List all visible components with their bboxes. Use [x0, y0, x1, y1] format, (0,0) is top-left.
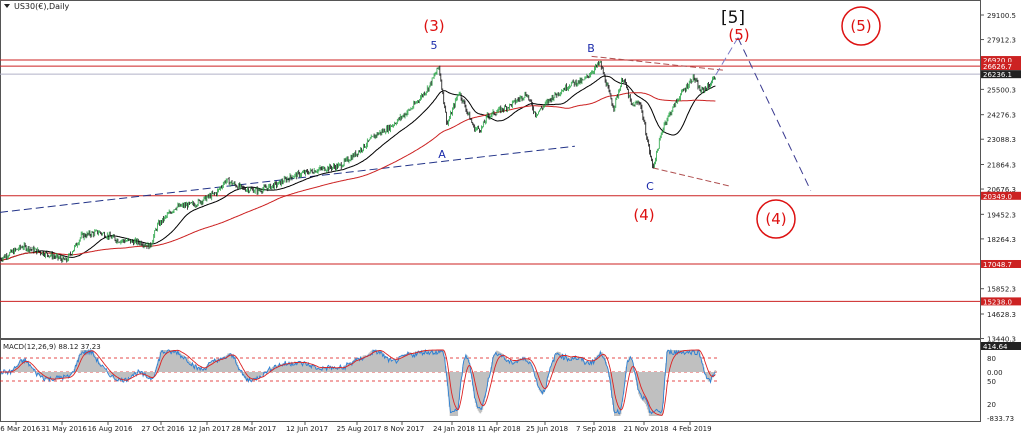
- level-price-label: 15238.0: [983, 298, 1012, 306]
- price-tick-label: 27912.3: [987, 37, 1016, 45]
- macd-tick-label: 20: [987, 401, 996, 409]
- level-price-label: 17048.7: [983, 261, 1012, 269]
- date-tick-label: 7 Sep 2018: [576, 425, 616, 433]
- wave-label: (5): [850, 17, 871, 35]
- date-tick-label: 27 Oct 2016: [141, 425, 185, 433]
- trendline-lower-red[interactable]: [652, 167, 732, 187]
- date-tick-label: 16 Aug 2016: [88, 425, 133, 433]
- wave-label: (3): [423, 17, 444, 35]
- date-tick-label: 28 Mar 2017: [232, 425, 276, 433]
- price-tick-label: 20676.3: [987, 186, 1016, 194]
- price-tick-label: 13440.3: [987, 336, 1016, 344]
- wave-circle: [841, 6, 881, 46]
- date-tick-label: 25 Jun 2018: [526, 425, 568, 433]
- wave-label: (5): [728, 26, 749, 44]
- macd-tick-label: 414.64: [983, 343, 1008, 351]
- projection-down[interactable]: [737, 37, 812, 191]
- date-tick-label: 4 Feb 2019: [672, 425, 711, 433]
- price-tick-label: 18264.3: [987, 236, 1016, 244]
- horizontal-levels: [0, 59, 980, 302]
- price-tick-label: 25500.3: [987, 86, 1016, 94]
- ma-fast-line: [0, 75, 716, 262]
- level-price-label: 26236.1: [983, 71, 1012, 79]
- date-tick-label: 12 Jun 2017: [286, 425, 328, 433]
- level-price-label: 26626.7: [983, 63, 1012, 71]
- level-price-label: 20349.0: [983, 193, 1012, 201]
- trendline-upper-red[interactable]: [591, 55, 726, 71]
- chart-title: US30(€),Daily: [4, 2, 69, 11]
- price-tick-label: 29100.5: [987, 12, 1016, 20]
- date-tick-label: 31 May 2016: [41, 425, 87, 433]
- wave-label: C: [646, 180, 654, 193]
- price-candles: [0, 60, 716, 263]
- wave-label: A: [438, 148, 446, 161]
- price-tick-label: 23088.3: [987, 136, 1016, 144]
- main-panel-frame: [0, 0, 981, 339]
- date-tick-label: 12 Jan 2017: [188, 425, 230, 433]
- price-tick-label: 24276.3: [987, 112, 1016, 120]
- moving-averages: [0, 75, 716, 262]
- date-tick-label: 11 Apr 2018: [477, 425, 520, 433]
- date-axis: 16 Mar 2016 31 May 2016 16 Aug 2016 27 Oct …: [0, 421, 712, 433]
- macd-tick-label: 0.00: [987, 369, 1003, 377]
- macd-panel-frame: [0, 339, 981, 422]
- wave-label: (4): [633, 206, 654, 224]
- macd-tick-label: -833.73: [987, 415, 1014, 423]
- chart-title-text: US30(€),Daily: [14, 2, 69, 11]
- wave-label: [5]: [721, 8, 745, 28]
- date-tick-label: 16 Mar 2016: [0, 425, 41, 433]
- date-tick-label: 21 Nov 2018: [624, 425, 669, 433]
- price-tick-label: 19452.3: [987, 211, 1016, 219]
- wave-circle: [756, 199, 796, 239]
- price-axis: 29100.5 27912.3 25500.3 24276.3 23088.3 21864…: [980, 12, 1016, 344]
- macd-tick-label: 80: [987, 355, 996, 363]
- ma-slow-line: [0, 92, 716, 262]
- wave-label: 5: [431, 39, 438, 52]
- wave-label: B: [587, 42, 595, 55]
- price-tick-label: 14628.3: [987, 311, 1016, 319]
- level-price-label: 26920.0: [983, 57, 1012, 65]
- macd-signal-line: [0, 349, 716, 416]
- date-tick-label: 8 Nov 2017: [384, 425, 424, 433]
- projection-up[interactable]: [709, 37, 739, 86]
- macd-indicator: [0, 348, 720, 416]
- dropdown-triangle-icon[interactable]: [4, 4, 10, 8]
- date-tick-label: 24 Jan 2018: [433, 425, 475, 433]
- price-tick-label: 21864.3: [987, 162, 1016, 170]
- macd-label: MACD(12,26,9) 88.12 37.23: [3, 343, 101, 351]
- wave-label: (4): [765, 210, 786, 228]
- date-tick-label: 25 Aug 2017: [337, 425, 382, 433]
- macd-tick-label: 50: [987, 378, 996, 386]
- price-tick-label: 15852.3: [987, 286, 1016, 294]
